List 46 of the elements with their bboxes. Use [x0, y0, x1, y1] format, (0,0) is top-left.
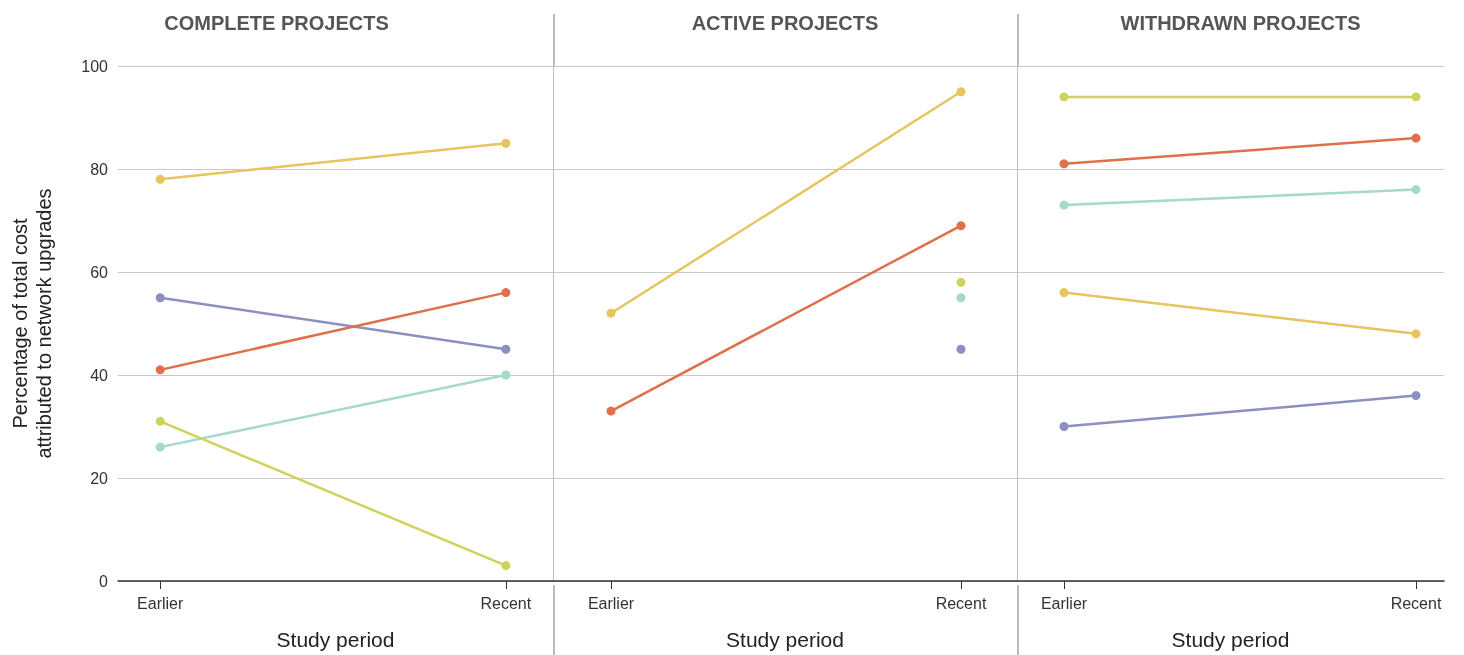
- point: [1059, 288, 1069, 298]
- point: [956, 87, 966, 97]
- y-tick-label: 60: [90, 263, 109, 281]
- point: [956, 221, 966, 231]
- point: [155, 365, 165, 375]
- x-tick-label: Recent: [935, 594, 987, 612]
- point: [1059, 159, 1069, 169]
- point: [501, 370, 511, 380]
- point: [1411, 329, 1421, 339]
- point: [956, 277, 966, 287]
- point: [501, 138, 511, 148]
- x-tick-label: Recent: [1390, 594, 1442, 612]
- x-tick-label: Earlier: [587, 594, 635, 612]
- point: [501, 288, 511, 298]
- x-axis-title: Study period: [1171, 628, 1290, 651]
- point: [155, 174, 165, 184]
- chart-title: COMPLETE PROJECTS: [164, 12, 389, 34]
- point: [1059, 92, 1069, 102]
- point: [1411, 185, 1421, 195]
- y-tick-label: 100: [81, 57, 109, 75]
- point: [155, 442, 165, 452]
- point: [501, 561, 511, 571]
- point: [155, 293, 165, 303]
- point: [1059, 200, 1069, 210]
- y-tick-label: 0: [99, 572, 109, 590]
- x-tick-label: Earlier: [1040, 594, 1088, 612]
- point: [501, 344, 511, 354]
- point: [155, 416, 165, 426]
- y-axis-title: Percentage of total cost attributed to network upgrades: [9, 188, 55, 459]
- point: [1411, 391, 1421, 401]
- x-axis-title: Study period: [726, 628, 844, 651]
- chart-title: WITHDRAWN PROJECTS: [1120, 12, 1361, 34]
- point: [956, 344, 966, 354]
- point: [606, 406, 616, 416]
- point: [956, 293, 966, 303]
- point: [1411, 92, 1421, 102]
- y-tick-label: 40: [90, 366, 109, 384]
- x-tick-label: Recent: [480, 594, 532, 612]
- point: [1411, 133, 1421, 143]
- x-tick-label: Earlier: [137, 594, 185, 612]
- point: [606, 308, 616, 318]
- point: [1059, 422, 1069, 431]
- y-tick-label: 80: [90, 160, 109, 178]
- chart-title: ACTIVE PROJECTS: [691, 12, 879, 34]
- y-tick-label: 20: [90, 469, 109, 487]
- x-axis-title: Study period: [276, 628, 395, 651]
